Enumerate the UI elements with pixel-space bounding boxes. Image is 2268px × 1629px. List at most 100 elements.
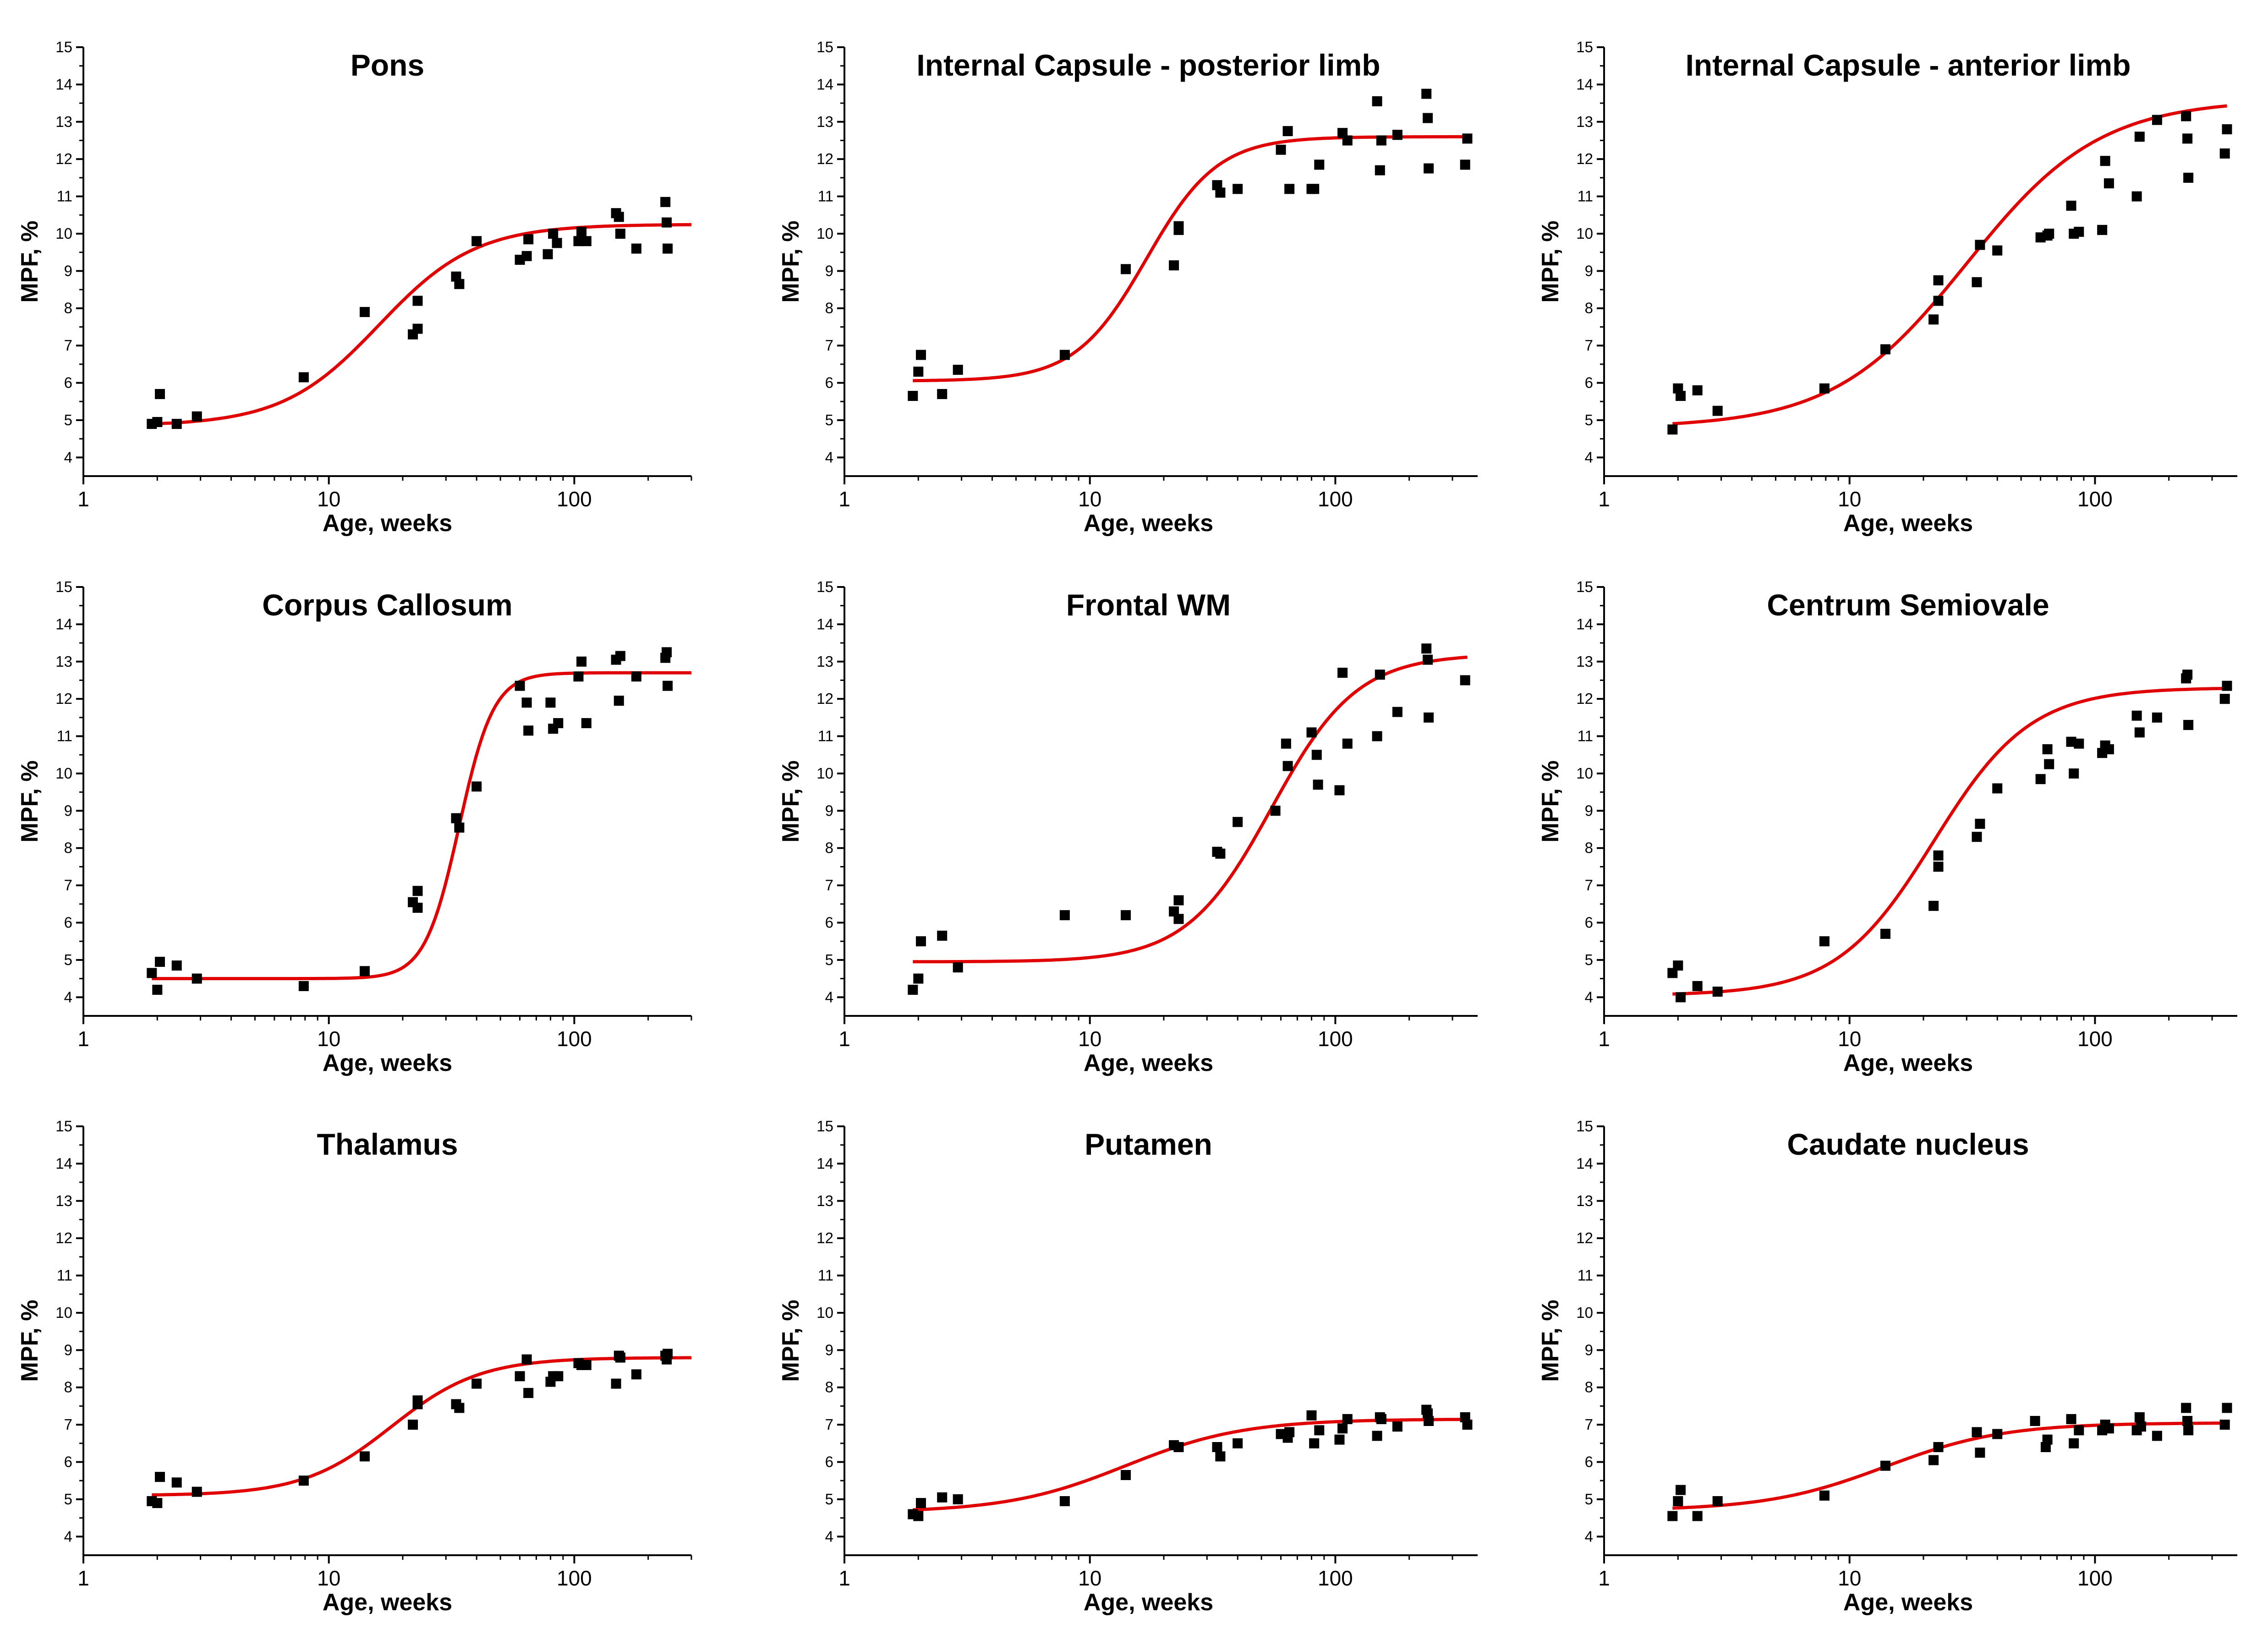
y-tick-label: 15 xyxy=(816,1118,833,1135)
y-tick-label: 15 xyxy=(816,38,833,55)
data-point xyxy=(1173,895,1184,905)
data-point xyxy=(360,307,370,317)
x-axis-title: Age, weeks xyxy=(1843,510,1973,537)
y-tick-label: 13 xyxy=(1576,1192,1593,1209)
x-tick-label: 10 xyxy=(1838,1566,1861,1590)
data-point xyxy=(412,1395,423,1406)
data-point xyxy=(152,417,163,427)
data-point xyxy=(1334,785,1345,795)
data-point xyxy=(2219,1420,2230,1430)
data-point xyxy=(523,234,534,245)
data-point xyxy=(1992,1429,2003,1439)
y-axis-title: MPF, % xyxy=(1537,1300,1564,1382)
data-point xyxy=(1233,184,1243,194)
y-axis-title: MPF, % xyxy=(16,1300,43,1382)
data-point xyxy=(1376,135,1386,146)
y-tick-label: 5 xyxy=(64,951,72,968)
data-point xyxy=(454,823,465,833)
data-point xyxy=(2182,669,2193,680)
data-point xyxy=(1284,184,1295,194)
data-point xyxy=(1972,277,1982,287)
y-tick-label: 15 xyxy=(1576,578,1593,595)
y-tick-label: 8 xyxy=(1585,300,1593,317)
panel-5: 4 5 6 7 8 9 10 11 12 13 14 15 1 10 100 Centrum Semioval… xyxy=(1537,578,2237,1076)
x-tick-label: 10 xyxy=(317,1027,340,1051)
x-tick-label: 1 xyxy=(1598,487,1610,511)
data-point xyxy=(1173,225,1184,235)
data-point xyxy=(515,680,525,691)
data-point xyxy=(412,903,423,913)
y-tick-label: 11 xyxy=(57,188,72,205)
y-tick-label: 10 xyxy=(816,225,833,242)
panel-8: 4 5 6 7 8 9 10 11 12 13 14 15 1 10 100 Caudate nucleus A… xyxy=(1537,1118,2237,1616)
y-tick-label: 14 xyxy=(55,615,72,632)
data-point xyxy=(155,957,165,967)
panel-1: 4 5 6 7 8 9 10 11 12 13 14 15 1 10 100 Internal Capsule… xyxy=(778,38,1478,537)
y-tick-label: 14 xyxy=(816,1155,833,1172)
data-point xyxy=(913,367,924,377)
data-point xyxy=(1880,1460,1890,1471)
data-point xyxy=(1992,245,2003,256)
data-point xyxy=(662,217,672,228)
y-tick-label: 9 xyxy=(1585,262,1593,279)
y-tick-label: 8 xyxy=(1585,1379,1593,1396)
data-point xyxy=(2152,712,2162,723)
data-point xyxy=(1972,1427,1982,1437)
data-point xyxy=(2181,1403,2191,1413)
y-axis-title: MPF, % xyxy=(1537,220,1564,302)
data-point xyxy=(2074,226,2084,237)
panel-3: 4 5 6 7 8 9 10 11 12 13 14 15 1 10 100 Corpus Callosum A… xyxy=(16,578,692,1076)
data-point xyxy=(1270,806,1281,816)
data-point xyxy=(937,389,948,399)
data-point xyxy=(913,973,924,984)
data-point xyxy=(1421,88,1432,99)
data-point xyxy=(1928,314,1939,325)
x-tick-label: 10 xyxy=(317,487,340,511)
data-point xyxy=(1233,817,1243,827)
data-point xyxy=(913,1511,924,1521)
y-tick-label: 4 xyxy=(825,988,833,1005)
data-point xyxy=(2035,774,2046,784)
data-point xyxy=(1342,135,1353,146)
y-tick-label: 12 xyxy=(55,690,72,707)
y-tick-label: 6 xyxy=(825,1453,833,1470)
y-tick-label: 13 xyxy=(1576,113,1593,130)
data-point xyxy=(576,226,587,237)
data-point xyxy=(2134,1412,2145,1422)
data-point xyxy=(2183,172,2194,183)
fit-curve xyxy=(152,1356,691,1497)
data-point xyxy=(573,671,584,682)
data-point xyxy=(2219,694,2230,704)
data-point xyxy=(916,936,926,947)
y-tick-label: 14 xyxy=(1576,1155,1593,1172)
y-tick-label: 11 xyxy=(818,728,833,745)
data-point xyxy=(1212,1442,1222,1452)
data-point xyxy=(1880,928,1890,939)
data-point xyxy=(155,389,165,399)
chart-title: Centrum Semiovale xyxy=(1767,588,2049,622)
data-point xyxy=(1306,727,1317,738)
y-tick-label: 11 xyxy=(1578,188,1593,205)
data-point xyxy=(916,350,926,360)
data-point xyxy=(1372,96,1382,106)
data-point xyxy=(152,1498,163,1508)
data-point xyxy=(1992,783,2003,794)
y-tick-label: 10 xyxy=(816,765,833,782)
y-tick-label: 15 xyxy=(1576,38,1593,55)
y-tick-label: 6 xyxy=(825,374,833,391)
data-point xyxy=(408,1420,418,1430)
x-tick-label: 1 xyxy=(1598,1027,1610,1051)
data-point xyxy=(471,236,482,247)
y-tick-label: 11 xyxy=(1578,728,1593,745)
y-tick-label: 8 xyxy=(64,300,72,317)
data-point xyxy=(663,243,673,254)
data-point xyxy=(2181,111,2191,121)
data-point xyxy=(1424,1416,1434,1426)
x-tick-label: 100 xyxy=(2077,1027,2113,1051)
data-point xyxy=(1462,1420,1473,1430)
data-point xyxy=(523,1388,534,1398)
y-tick-label: 12 xyxy=(816,690,833,707)
y-tick-label: 10 xyxy=(1576,1304,1593,1321)
data-point xyxy=(1375,669,1385,680)
data-point xyxy=(611,1378,621,1389)
